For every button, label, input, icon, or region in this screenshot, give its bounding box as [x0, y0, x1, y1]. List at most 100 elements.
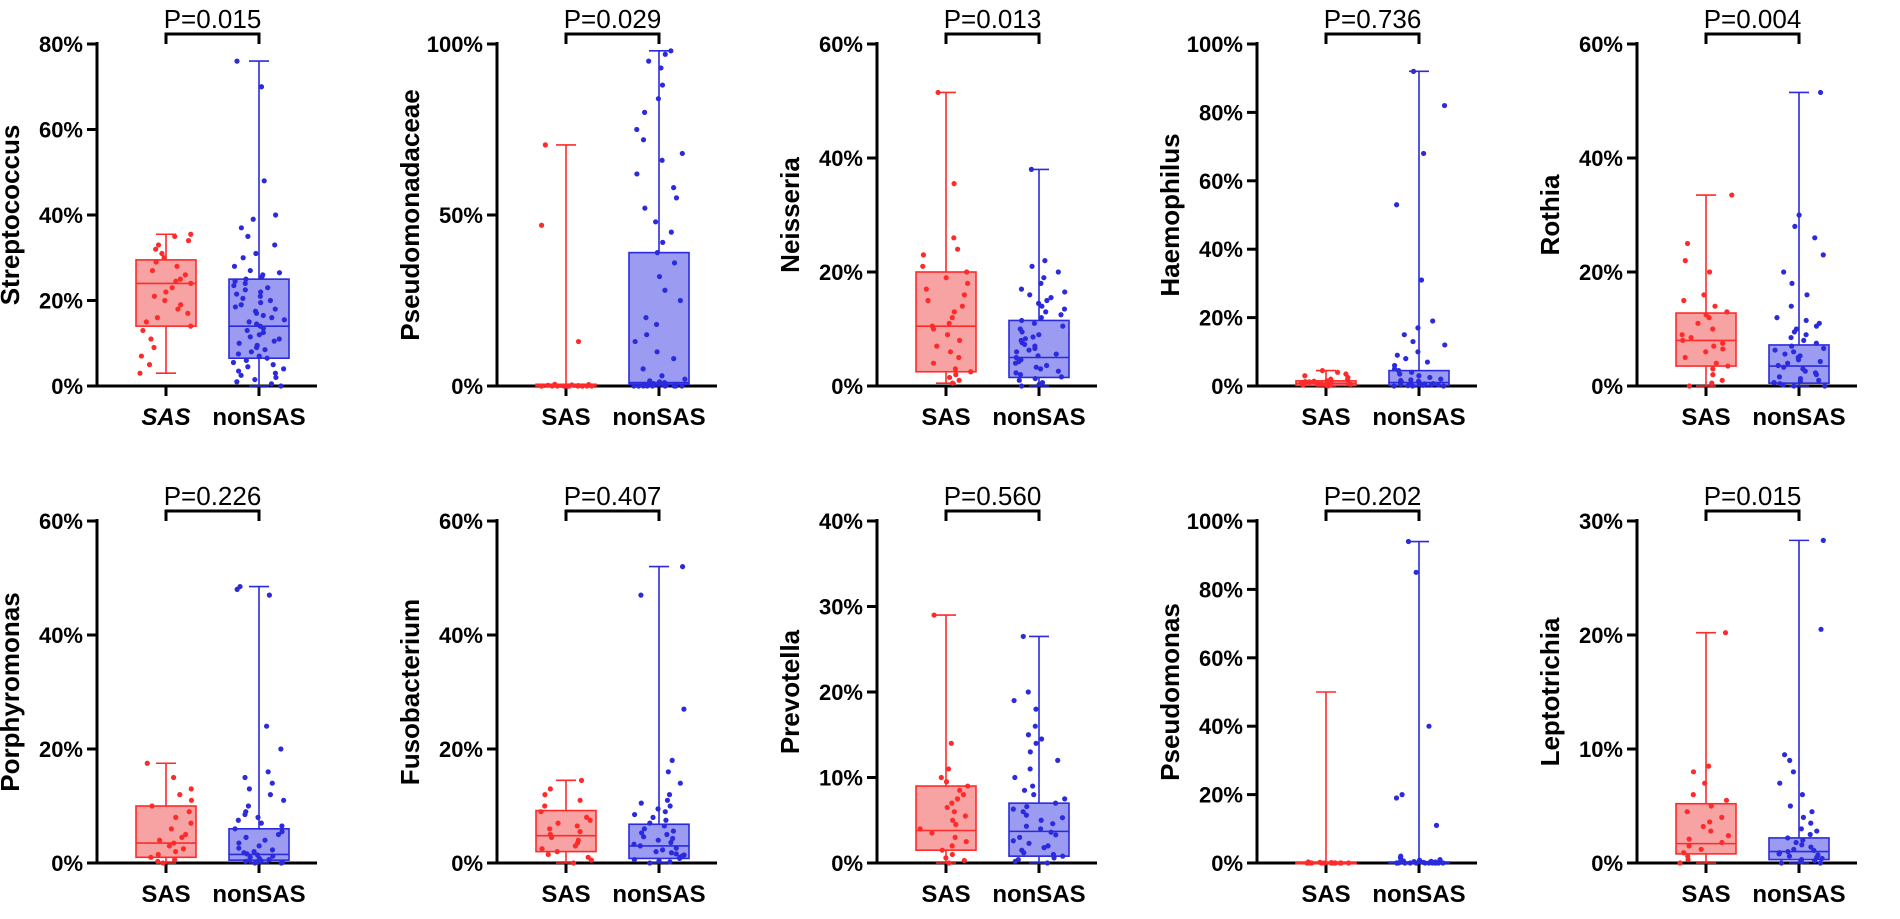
data-point	[1027, 749, 1033, 755]
data-point	[1319, 381, 1325, 387]
data-point	[1775, 362, 1781, 369]
data-point	[1013, 354, 1019, 361]
data-point	[1302, 373, 1308, 379]
data-point	[1702, 780, 1708, 786]
data-point	[237, 583, 243, 590]
data-point	[270, 362, 276, 368]
data-point	[238, 372, 244, 378]
data-point	[1776, 374, 1783, 380]
data-point	[1311, 378, 1317, 384]
p-value-label: P=0.226	[164, 481, 262, 511]
data-point	[643, 315, 649, 321]
y-tick-label: 20%	[1199, 306, 1243, 331]
data-point	[1319, 368, 1326, 374]
data-point	[1017, 326, 1023, 332]
y-tick-label: 20%	[39, 289, 83, 314]
data-point	[662, 287, 668, 293]
data-point	[659, 82, 666, 88]
x-category-label: nonSAS	[212, 881, 305, 908]
data-point	[634, 171, 640, 177]
data-point	[1031, 792, 1037, 798]
y-tick-label: 0%	[1591, 851, 1623, 876]
data-point	[1430, 381, 1436, 387]
data-point	[1778, 860, 1785, 866]
x-category-label: SAS	[541, 881, 590, 908]
data-point	[661, 379, 668, 386]
data-point	[234, 291, 240, 297]
data-point	[265, 285, 271, 291]
y-tick-label: 0%	[51, 851, 83, 876]
data-point	[1785, 849, 1791, 855]
data-point	[1409, 369, 1415, 375]
data-point	[234, 379, 240, 385]
data-point	[1015, 856, 1021, 863]
y-tick-label: 60%	[819, 32, 863, 57]
data-point	[1038, 315, 1044, 321]
data-point	[654, 349, 660, 355]
data-point	[1786, 853, 1793, 859]
data-point	[279, 823, 285, 829]
data-point	[670, 835, 676, 842]
data-point	[1035, 353, 1041, 359]
data-point	[1022, 336, 1029, 342]
data-point	[1422, 381, 1428, 387]
data-point	[1440, 860, 1446, 866]
data-point	[641, 834, 647, 840]
series-nonsas: nonSAS	[212, 58, 306, 431]
data-point	[245, 803, 252, 809]
data-point	[1695, 320, 1701, 326]
data-point	[1396, 860, 1402, 866]
data-point	[952, 834, 958, 840]
data-point	[962, 813, 968, 819]
data-point	[951, 181, 957, 187]
data-point	[143, 319, 149, 325]
data-point	[1343, 371, 1349, 377]
y-tick-label: 40%	[39, 203, 83, 228]
data-point	[1334, 369, 1341, 375]
data-point	[269, 780, 275, 786]
x-category-label: SAS	[921, 881, 970, 908]
y-tick-label: 20%	[819, 260, 863, 285]
data-point	[660, 239, 666, 245]
data-point	[664, 797, 671, 803]
data-point	[956, 377, 962, 383]
data-point	[1033, 740, 1039, 746]
data-point	[278, 746, 284, 752]
data-point	[569, 382, 575, 388]
y-tick-label: 60%	[39, 509, 83, 534]
data-point	[1703, 349, 1709, 355]
data-point	[230, 359, 237, 366]
data-point	[1408, 377, 1414, 383]
data-point	[1411, 859, 1417, 865]
data-point	[140, 327, 146, 334]
data-point	[1017, 372, 1024, 378]
data-point	[1052, 800, 1059, 806]
data-point	[1438, 376, 1444, 382]
y-tick-label: 20%	[1579, 623, 1623, 648]
data-point	[538, 383, 544, 389]
data-point	[673, 195, 680, 201]
data-point	[1706, 269, 1713, 275]
data-point	[1418, 277, 1425, 283]
data-point	[1772, 347, 1778, 353]
data-point	[1729, 192, 1735, 198]
series-nonsas: nonSAS	[612, 564, 706, 908]
data-point	[668, 229, 674, 235]
data-point	[1050, 851, 1057, 858]
data-point	[264, 355, 270, 361]
data-point	[1680, 337, 1686, 343]
data-point	[1789, 280, 1795, 286]
data-point	[631, 383, 637, 389]
data-point	[1435, 382, 1441, 388]
data-point	[944, 804, 950, 811]
data-point	[1398, 853, 1404, 859]
y-tick-label: 20%	[1199, 783, 1243, 808]
data-point	[144, 760, 150, 766]
data-point	[542, 803, 548, 809]
data-point	[965, 783, 971, 789]
p-value-label: P=0.407	[564, 481, 662, 511]
y-tick-label: 10%	[1579, 737, 1623, 762]
data-point	[658, 65, 664, 71]
data-point	[1060, 853, 1066, 859]
data-point	[1428, 858, 1434, 864]
